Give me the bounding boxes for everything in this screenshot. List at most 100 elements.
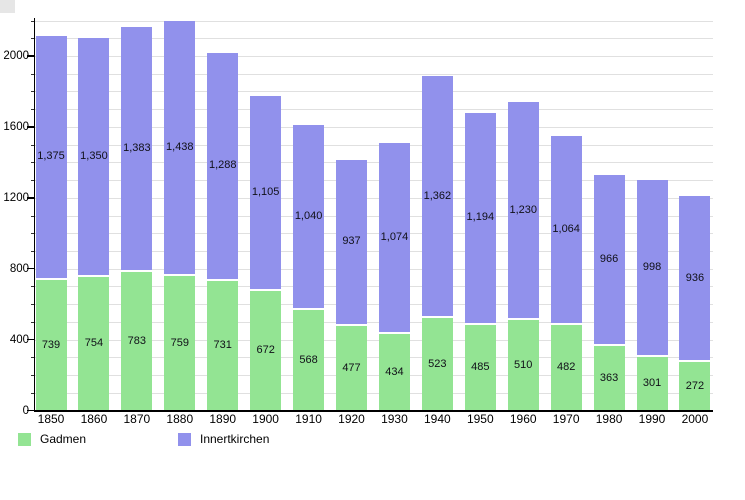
bar-segment-innertkirchen: [464, 112, 496, 323]
bar-segment-gadmen: [636, 357, 668, 411]
bar-value-label-innertkirchen: 1,375: [37, 150, 65, 163]
x-axis-tick-label: 1880: [166, 412, 194, 426]
y-axis-minor-tick: [30, 109, 35, 111]
bar-segment-gadmen: [679, 362, 711, 411]
x-axis-tick-label: 1900: [252, 412, 279, 426]
x-axis-tick-label: 1890: [209, 412, 237, 426]
bar-value-label-innertkirchen: 1,105: [251, 185, 280, 198]
bar-segment-gadmen: [336, 325, 367, 411]
x-axis-line: [33, 410, 714, 412]
gridline: [35, 91, 713, 93]
bar-segment-innertkirchen: [679, 196, 711, 361]
bar-value-label-innertkirchen: 937: [342, 235, 361, 248]
gridline: [35, 162, 713, 164]
bar-segment-innertkirchen: [593, 174, 625, 345]
bar-value-label-innertkirchen: 1,194: [466, 211, 495, 224]
bar-segment-innertkirchen: [636, 180, 668, 356]
bar-segment-innertkirchen: [550, 136, 582, 324]
bar-value-label-gadmen: 434: [385, 365, 404, 378]
bar-value-label-innertkirchen: 998: [642, 261, 662, 274]
x-axis-tick-label: 1960: [509, 412, 537, 426]
y-axis-minor-tick: [30, 91, 35, 93]
y-axis-minor-tick: [30, 392, 35, 394]
y-axis-minor-tick: [30, 357, 35, 359]
bar-segment-innertkirchen: [35, 35, 67, 278]
y-axis-minor-tick: [30, 73, 35, 75]
y-axis-minor-tick: [30, 38, 35, 40]
y-axis-tick-label: 800: [9, 262, 29, 275]
x-axis-tick-label: 1870: [123, 412, 151, 426]
x-axis-tick-label: 1950: [466, 412, 494, 426]
bar-segment-gadmen: [250, 291, 282, 411]
bar-value-label-innertkirchen: 1,288: [208, 159, 237, 172]
y-axis-minor-tick: [30, 321, 35, 323]
x-axis-tick-label: 1860: [80, 412, 108, 426]
bar-segment-innertkirchen: [507, 102, 539, 319]
y-axis-minor-tick: [30, 250, 35, 252]
bar-segment-innertkirchen: [421, 76, 453, 316]
bar-segment-innertkirchen: [250, 95, 282, 290]
bar-segment-gadmen: [78, 276, 110, 411]
bar-value-label-gadmen: 477: [342, 361, 361, 374]
chart-legend: Gadmen Innertkirchen: [0, 430, 745, 455]
gridline: [35, 197, 713, 199]
bar-value-label-gadmen: 783: [127, 334, 147, 347]
bar-value-label-gadmen: 482: [556, 361, 576, 374]
bar-segment-gadmen: [593, 346, 625, 411]
bar-segment-gadmen: [421, 317, 453, 411]
gridline: [35, 144, 713, 146]
bar-segment-gadmen: [207, 280, 239, 411]
x-axis-tick-label: 1920: [338, 412, 365, 426]
bar-value-label-gadmen: 568: [299, 353, 318, 366]
bar-value-label-innertkirchen: 1,064: [552, 223, 580, 236]
bar-value-label-gadmen: 731: [213, 339, 232, 352]
bar-segment-gadmen: [378, 333, 410, 411]
y-axis-major-tick: [27, 55, 35, 57]
bar-segment-gadmen: [164, 275, 196, 411]
gridline: [35, 215, 713, 217]
gridline: [35, 109, 713, 111]
y-axis-minor-tick: [30, 180, 35, 182]
bar-value-label-innertkirchen: 936: [685, 271, 705, 284]
gridline: [35, 286, 713, 288]
gridline: [35, 250, 713, 252]
gridline: [35, 180, 713, 182]
bar-value-label-innertkirchen: 1,350: [80, 149, 108, 162]
bar-segment-gadmen: [464, 324, 496, 411]
gridline: [35, 126, 713, 128]
bar-value-label-innertkirchen: 1,383: [123, 141, 151, 154]
x-axis-tick-label: 1850: [37, 412, 65, 426]
y-axis-minor-tick: [30, 144, 35, 146]
bar-segment-innertkirchen: [207, 52, 239, 279]
y-axis-major-tick: [27, 197, 35, 199]
bar-segment-innertkirchen: [378, 143, 410, 332]
bar-value-label-gadmen: 754: [84, 337, 104, 350]
y-axis-minor-tick: [30, 304, 35, 306]
gridline: [35, 73, 713, 75]
gridline: [35, 375, 713, 377]
x-axis-tick-label: 2000: [681, 412, 709, 426]
corner-artifact: [0, 0, 15, 13]
bar-value-label-innertkirchen: 1,040: [294, 210, 323, 223]
bar-value-label-innertkirchen: 1,230: [509, 203, 537, 216]
bar-value-label-gadmen: 510: [514, 358, 533, 371]
gridline: [35, 20, 713, 22]
gridline: [35, 304, 713, 306]
bar-segment-innertkirchen: [293, 125, 325, 308]
bar-value-label-gadmen: 301: [642, 377, 662, 390]
legend-label-innertkirchen: Innertkirchen: [200, 432, 270, 446]
y-axis-minor-tick: [30, 233, 35, 235]
gridline: [35, 357, 713, 359]
x-axis-tick-label: 1970: [552, 412, 580, 426]
bar-value-label-gadmen: 363: [599, 371, 619, 384]
bar-value-label-gadmen: 523: [428, 357, 447, 370]
bar-value-label-gadmen: 485: [471, 361, 490, 374]
bar-segment-innertkirchen: [121, 26, 153, 270]
y-axis-tick-label: 1200: [3, 191, 29, 204]
y-axis-major-tick: [27, 267, 35, 270]
gridline: [35, 56, 713, 57]
y-axis-line: [33, 18, 36, 412]
x-axis-tick-label: 1930: [381, 412, 408, 426]
bar-segment-gadmen: [550, 325, 582, 411]
